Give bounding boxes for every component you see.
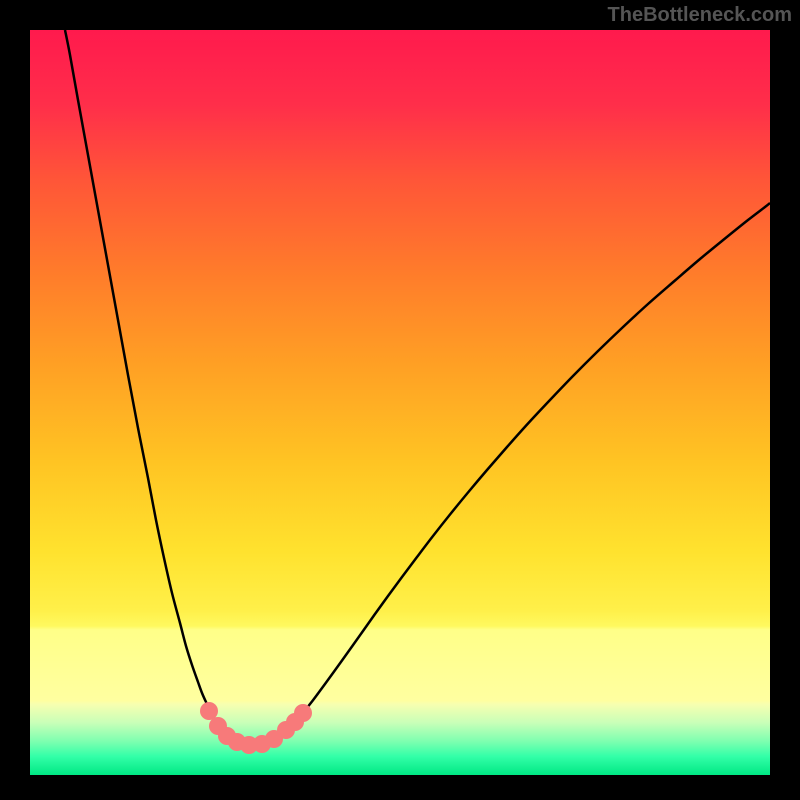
bottleneck-curve	[65, 30, 770, 746]
border-left	[0, 0, 30, 800]
border-right	[770, 0, 800, 800]
bottleneck-chart: TheBottleneck.com	[0, 0, 800, 800]
border-bottom	[0, 775, 800, 800]
curve-layer	[0, 0, 800, 800]
watermark-text: TheBottleneck.com	[608, 4, 792, 27]
sweet-spot-marker	[294, 704, 312, 722]
